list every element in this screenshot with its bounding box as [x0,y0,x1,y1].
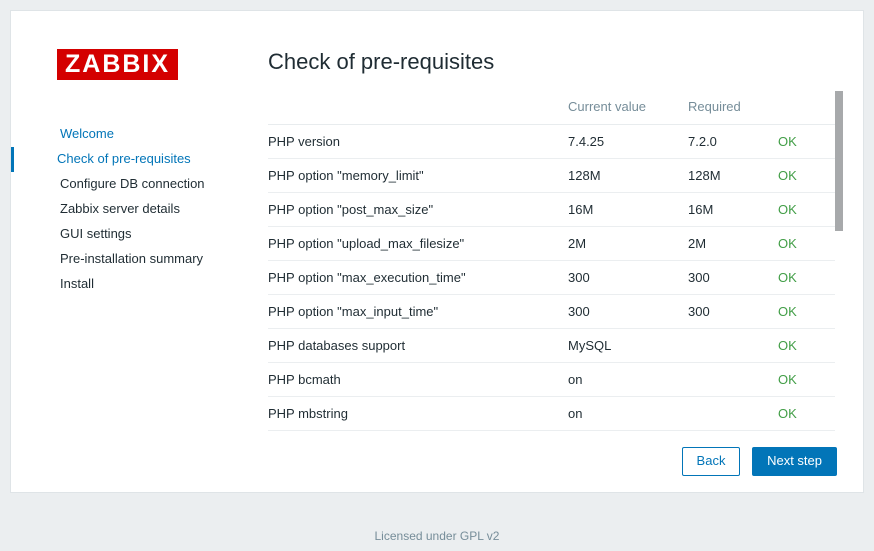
col-status [778,91,835,125]
prereq-table-scroll[interactable]: Current value Required PHP version7.4.25… [268,91,835,433]
cell-required [688,363,778,397]
cell-current: 2M [568,227,688,261]
cell-current: 7.4.25 [568,125,688,159]
cell-current: on [568,363,688,397]
wizard-step[interactable]: Zabbix server details [11,197,256,222]
cell-status: OK [778,363,835,397]
cell-name: PHP option "post_max_size" [268,193,568,227]
col-name [268,91,568,125]
next-step-button[interactable]: Next step [752,447,837,476]
cell-required: 7.2.0 [688,125,778,159]
cell-required: 2M [688,227,778,261]
wizard-step[interactable]: GUI settings [11,222,256,247]
cell-current: 128M [568,159,688,193]
wizard-step[interactable]: Install [11,272,256,297]
sidebar: ZABBIX WelcomeCheck of pre-requisitesCon… [11,11,256,492]
table-row: PHP option "upload_max_filesize"2M2MOK [268,227,835,261]
table-row: PHP mbstringon OK [268,397,835,431]
table-row: PHP databases supportMySQL OK [268,329,835,363]
cell-current: MySQL [568,329,688,363]
cell-current: off [568,431,688,434]
wizard-step[interactable]: Welcome [11,122,256,147]
cell-current: on [568,397,688,431]
cell-name: PHP databases support [268,329,568,363]
col-required: Required [688,91,778,125]
table-row: PHP option "memory_limit"128M128MOK [268,159,835,193]
cell-required: off [688,431,778,434]
cell-name: PHP option "memory_limit" [268,159,568,193]
cell-name: PHP option "mbstring.func_overload" [268,431,568,434]
table-row: PHP option "max_input_time"300300OK [268,295,835,329]
col-current: Current value [568,91,688,125]
main-panel: Check of pre-requisites Current value Re… [256,11,863,492]
cell-status: OK [778,193,835,227]
cell-status: OK [778,159,835,193]
cell-status: OK [778,295,835,329]
page-title: Check of pre-requisites [268,49,843,75]
table-row: PHP option "post_max_size"16M16MOK [268,193,835,227]
cell-required: 300 [688,261,778,295]
cell-required: 300 [688,295,778,329]
cell-required [688,329,778,363]
back-button[interactable]: Back [682,447,741,476]
table-row: PHP bcmathon OK [268,363,835,397]
cell-current: 300 [568,295,688,329]
cell-required: 128M [688,159,778,193]
table-row: PHP option "max_execution_time"300300OK [268,261,835,295]
cell-current: 16M [568,193,688,227]
cell-status: OK [778,397,835,431]
wizard-step[interactable]: Pre-installation summary [11,247,256,272]
table-row: PHP version7.4.257.2.0OK [268,125,835,159]
prereq-table: Current value Required PHP version7.4.25… [268,91,835,433]
footer: Licensed under GPL v2 [0,521,874,551]
prereq-table-wrap: Current value Required PHP version7.4.25… [268,91,843,433]
logo: ZABBIX [57,49,256,80]
action-bar: Back Next step [268,433,843,492]
wizard-step[interactable]: Check of pre-requisites [11,147,256,172]
cell-status: OK [778,227,835,261]
cell-name: PHP mbstring [268,397,568,431]
cell-name: PHP option "max_input_time" [268,295,568,329]
cell-status: OK [778,431,835,434]
table-header-row: Current value Required [268,91,835,125]
cell-required [688,397,778,431]
wizard-nav: WelcomeCheck of pre-requisitesConfigure … [11,122,256,297]
cell-current: 300 [568,261,688,295]
scrollbar[interactable] [835,91,843,433]
logo-text: ZABBIX [57,49,178,80]
wizard-step[interactable]: Configure DB connection [11,172,256,197]
cell-status: OK [778,329,835,363]
scrollbar-thumb[interactable] [835,91,843,231]
setup-card: ZABBIX WelcomeCheck of pre-requisitesCon… [10,10,864,493]
cell-status: OK [778,261,835,295]
cell-name: PHP bcmath [268,363,568,397]
table-row: PHP option "mbstring.func_overload"offof… [268,431,835,434]
cell-name: PHP option "max_execution_time" [268,261,568,295]
cell-name: PHP version [268,125,568,159]
cell-required: 16M [688,193,778,227]
cell-name: PHP option "upload_max_filesize" [268,227,568,261]
cell-status: OK [778,125,835,159]
